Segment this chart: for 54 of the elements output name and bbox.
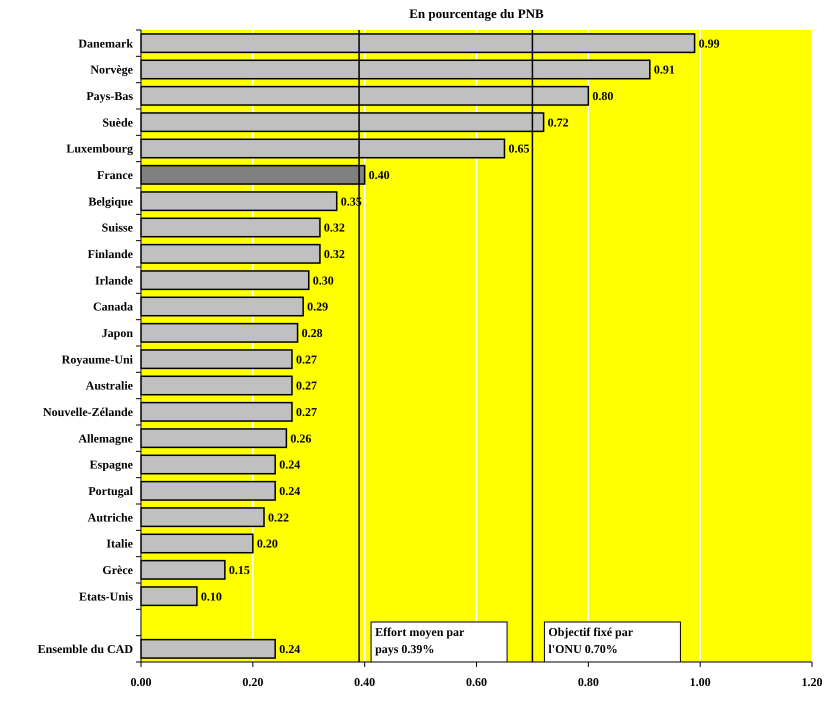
x-tick-label: 0.20 — [242, 675, 264, 689]
data-label: 0.26 — [290, 431, 312, 446]
data-label: 0.80 — [592, 89, 614, 104]
data-label: 0.27 — [296, 352, 317, 366]
y-tick-label: Danemark — [78, 36, 134, 50]
x-tick-label: 1.00 — [690, 675, 711, 689]
data-label: 0.10 — [200, 589, 222, 604]
y-tick-label: Finlande — [88, 247, 134, 262]
y-tick-label: Suède — [102, 115, 134, 130]
ref-line-label: Objectif fixé par l'ONU 0.70% — [548, 625, 634, 656]
data-label: 0.91 — [654, 62, 675, 77]
y-tick-label: Irlande — [94, 273, 134, 288]
data-label: 0.30 — [312, 273, 334, 288]
y-tick-label: Autriche — [88, 510, 134, 524]
y-tick-label: Luxembourg — [66, 142, 133, 156]
y-tick-label: Royaume-Uni — [62, 352, 134, 366]
chart-title: En pourcentage du PNB — [409, 6, 544, 21]
data-label: 0.32 — [324, 247, 345, 262]
y-tick-label: France — [97, 168, 134, 182]
data-label: 0.40 — [368, 168, 390, 182]
y-tick-label: Belgique — [88, 194, 134, 208]
y-tick-label: Norvège — [90, 62, 134, 77]
data-label: 0.20 — [256, 536, 278, 551]
y-tick-label: Espagne — [90, 458, 134, 472]
y-tick-label: Ensemble du CAD — [38, 642, 134, 656]
x-tick-label: 1.20 — [802, 675, 822, 689]
x-tick-label: 0.80 — [578, 675, 599, 689]
y-tick-label: Canada — [92, 300, 133, 314]
data-label: 0.27 — [296, 378, 317, 393]
x-tick-label: 0.00 — [130, 675, 152, 689]
y-tick-label: Pays-Bas — [86, 89, 134, 104]
y-tick-label: Etats-Unis — [78, 589, 134, 604]
data-label: 0.32 — [324, 220, 345, 235]
ref-line-label: Effort moyen par pays 0.39% — [375, 625, 466, 656]
data-label: 0.15 — [228, 563, 250, 578]
x-tick-label: 0.60 — [466, 675, 487, 689]
x-tick-label: 0.40 — [354, 675, 376, 689]
y-tick-label: Suisse — [102, 220, 134, 235]
y-tick-label: Australie — [86, 378, 134, 393]
y-tick-label: Allemagne — [78, 431, 134, 446]
y-tick-label: Grèce — [102, 563, 134, 578]
data-label: 0.72 — [548, 115, 569, 130]
data-label: 0.28 — [302, 326, 323, 340]
data-label: 0.24 — [279, 642, 300, 656]
y-tick-label: Japon — [102, 326, 134, 340]
y-tick-label: Portugal — [88, 484, 134, 498]
data-label: 0.24 — [279, 484, 300, 498]
y-tick-label: Italie — [106, 536, 134, 551]
data-label: 0.29 — [307, 300, 328, 314]
data-label: 0.27 — [296, 405, 317, 420]
y-tick-label: Nouvelle-Zélande — [43, 405, 134, 420]
data-label: 0.65 — [508, 142, 530, 156]
data-label: 0.24 — [279, 458, 300, 472]
data-label: 0.22 — [268, 510, 290, 524]
